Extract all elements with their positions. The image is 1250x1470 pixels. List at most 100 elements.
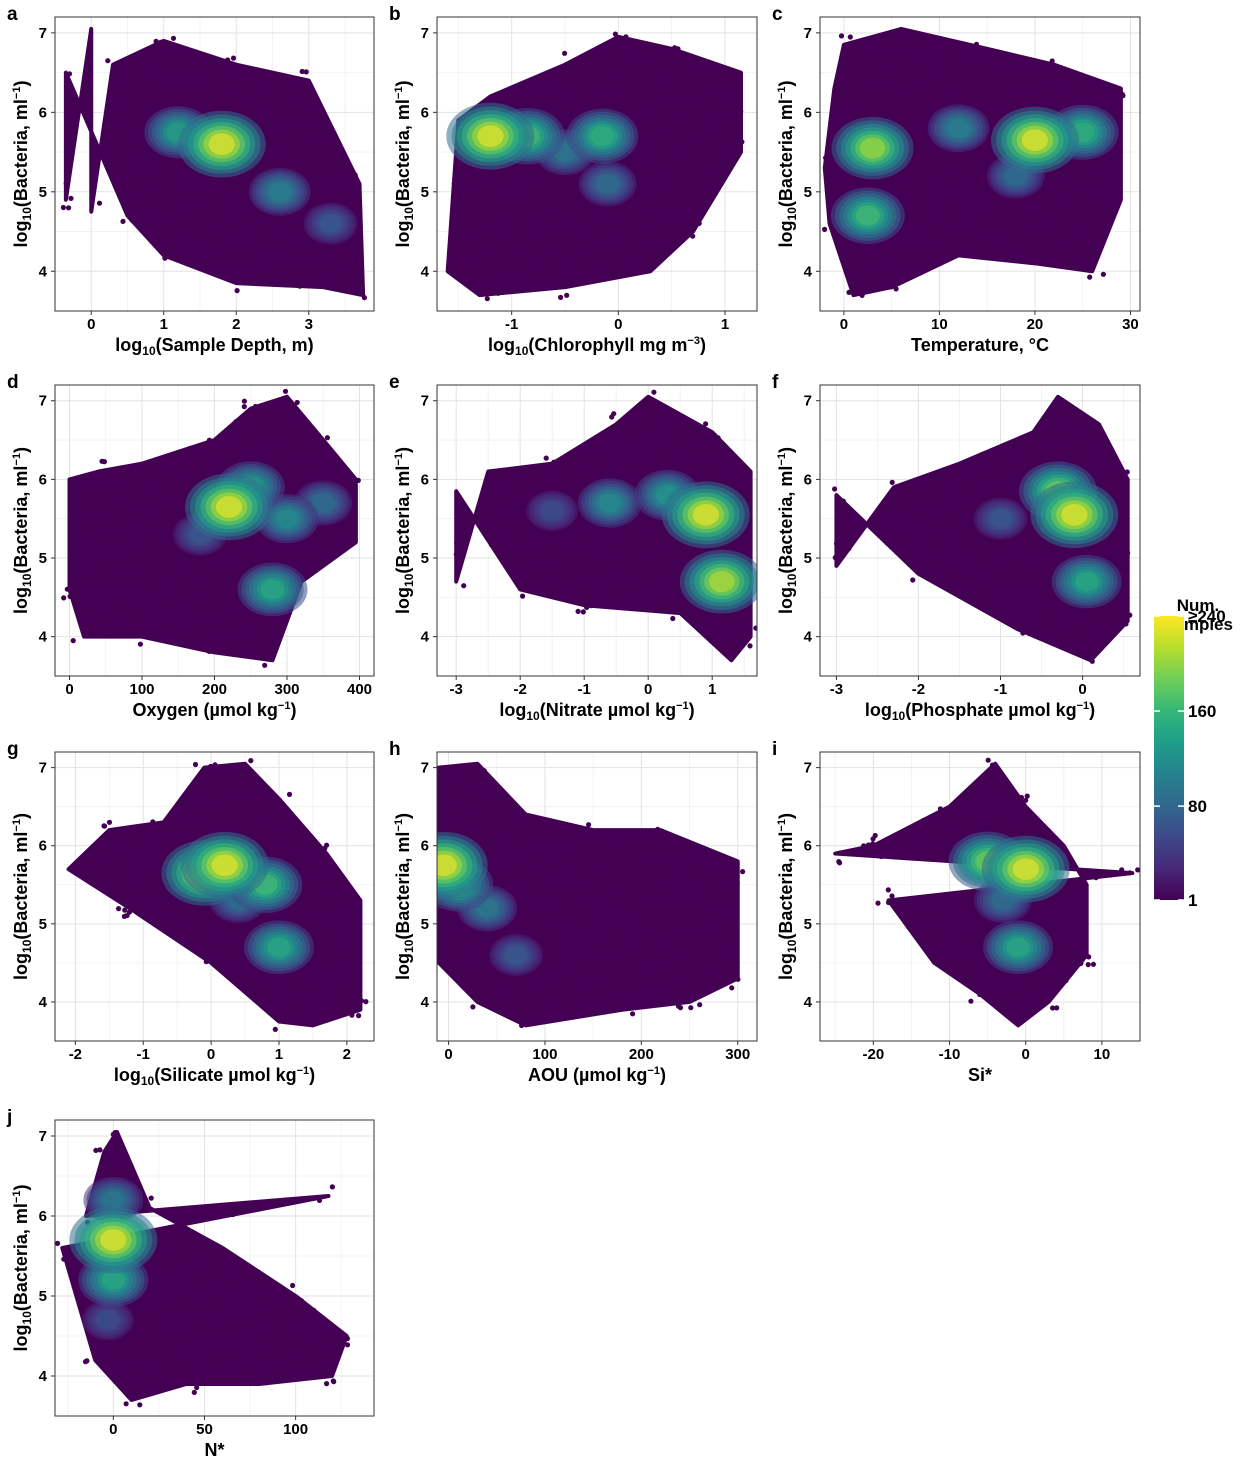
scatter-point [265,72,271,78]
scatter-point [250,97,256,103]
scatter-point [640,1001,647,1008]
scatter-point [618,889,624,895]
scatter-point [85,75,91,81]
scatter-point [681,875,687,881]
scatter-point [171,930,177,936]
scatter-point [1049,58,1055,64]
x-tick-label: -2 [69,1046,82,1063]
scatter-point [953,527,959,534]
scatter-point [203,460,209,466]
scatter-point [600,220,606,226]
scatter-point [161,1376,167,1382]
scatter-point [285,454,291,460]
scatter-point [705,183,711,189]
scatter-point [185,81,191,87]
scatter-point [171,1326,177,1332]
scatter-point [153,628,159,634]
scatter-point [920,233,926,239]
scatter-point [934,902,941,908]
scatter-point [1057,611,1063,617]
scatter-point [488,786,494,792]
scatter-point [1027,200,1033,206]
scatter-point [314,102,320,108]
scatter-point [927,265,933,271]
scatter-point [965,547,971,553]
y-tick-label: 7 [421,393,429,410]
scatter-point [998,591,1005,598]
scatter-point [305,546,311,553]
scatter-point [665,95,671,101]
scatter-point [970,588,976,594]
scatter-point [108,590,114,597]
scatter-point [601,541,608,547]
scatter-point [956,935,963,941]
scatter-point [1036,588,1042,594]
density-blobs [948,831,1070,975]
scatter-point [653,427,659,434]
scatter-point [253,403,259,410]
scatter-point [526,179,533,185]
scatter-point [589,270,595,276]
scatter-point [1033,594,1039,600]
scatter-point [580,609,586,615]
scatter-point [733,114,739,120]
scatter-point [73,1284,79,1290]
scatter-point [312,1002,318,1008]
scatter-point [971,215,978,221]
scatter-point [272,1026,278,1032]
scatter-point [548,977,554,983]
scatter-point [1026,465,1032,471]
scatter-point [225,796,231,802]
scatter-point [129,217,135,223]
scatter-point [1038,605,1044,611]
scatter-point [920,262,926,268]
scatter-point [614,918,620,924]
scatter-point [319,533,325,540]
scatter-point [902,229,909,235]
scatter-point [267,790,273,797]
scatter-point [194,77,200,83]
scatter-point [339,268,345,274]
scatter-point [735,540,741,547]
scatter-point [607,526,613,532]
scatter-point [122,615,128,621]
scatter-point [187,445,193,451]
density-contour [312,493,335,513]
scatter-point [186,1205,192,1212]
scatter-point [965,201,972,207]
scatter-point [904,214,910,220]
scatter-point [338,184,345,190]
scatter-point [319,976,325,982]
scatter-point [295,81,301,88]
y-tick-label: 6 [421,104,429,121]
scatter-point [220,565,226,572]
scatter-point [662,964,668,970]
scatter-point [952,170,958,176]
scatter-point [866,846,872,852]
scatter-point [715,435,721,441]
scatter-point [499,287,505,293]
scatter-point [988,983,994,990]
scatter-point [568,278,574,284]
scatter-point [458,226,464,232]
scatter-point [620,943,626,949]
scatter-point [1092,631,1098,637]
scatter-point [552,847,558,853]
scatter-point [1065,889,1071,895]
scatter-point [641,445,647,451]
scatter-point [87,593,93,599]
scatter-point [487,175,493,181]
scatter-point [116,906,122,912]
scatter-point [840,498,846,504]
scatter-point [587,916,594,922]
scatter-point [684,218,690,224]
scatter-point [549,105,555,111]
scatter-point [954,183,960,189]
y-axis-title: log10(Bacteria, ml−1) [776,447,799,614]
scatter-point [493,984,499,990]
x-tick-label: -2 [514,681,527,698]
scatter-point [596,529,602,535]
